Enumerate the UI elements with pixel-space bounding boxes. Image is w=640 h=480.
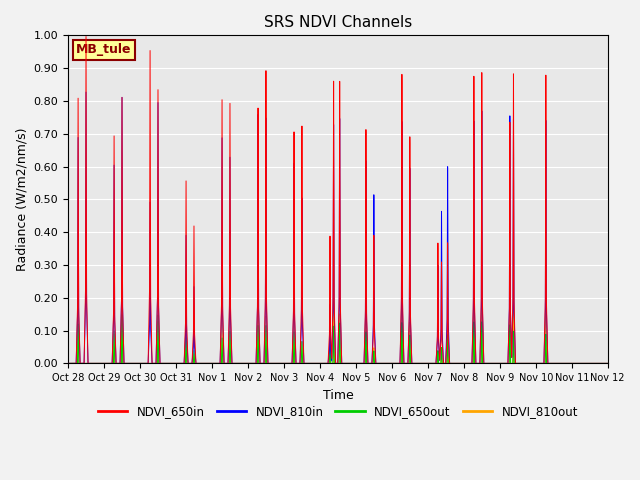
- NDVI_650in: [82, 34, 90, 39]
- Text: MB_tule: MB_tule: [76, 43, 132, 56]
- NDVI_810out: [266, 360, 274, 366]
- NDVI_810in: [82, 89, 90, 95]
- NDVI_810out: [174, 360, 182, 366]
- Line: NDVI_810in: NDVI_810in: [68, 92, 608, 363]
- NDVI_650in: [174, 360, 182, 366]
- NDVI_650out: [64, 360, 72, 366]
- NDVI_810in: [174, 360, 182, 366]
- X-axis label: Time: Time: [323, 389, 353, 402]
- Legend: NDVI_650in, NDVI_810in, NDVI_650out, NDVI_810out: NDVI_650in, NDVI_810in, NDVI_650out, NDV…: [93, 401, 583, 423]
- NDVI_650in: [64, 360, 72, 366]
- NDVI_650out: [180, 360, 188, 366]
- Title: SRS NDVI Channels: SRS NDVI Channels: [264, 15, 412, 30]
- NDVI_810out: [602, 360, 610, 366]
- NDVI_810in: [64, 360, 72, 366]
- NDVI_650out: [412, 360, 420, 366]
- NDVI_650in: [266, 360, 274, 366]
- NDVI_810in: [602, 360, 610, 366]
- NDVI_810in: [266, 360, 274, 366]
- NDVI_650out: [489, 360, 497, 366]
- Y-axis label: Radiance (W/m2/nm/s): Radiance (W/m2/nm/s): [15, 128, 28, 271]
- NDVI_810in: [180, 360, 188, 366]
- NDVI_650out: [602, 360, 610, 366]
- NDVI_810out: [180, 360, 188, 366]
- NDVI_650in: [412, 360, 420, 366]
- NDVI_650in: [489, 360, 497, 366]
- NDVI_810in: [604, 360, 612, 366]
- NDVI_650in: [604, 360, 612, 366]
- NDVI_810in: [489, 360, 497, 366]
- NDVI_810out: [118, 292, 126, 298]
- NDVI_810in: [412, 360, 420, 366]
- Line: NDVI_650in: NDVI_650in: [68, 36, 608, 363]
- Line: NDVI_810out: NDVI_810out: [68, 295, 608, 363]
- NDVI_650in: [180, 360, 188, 366]
- NDVI_650out: [266, 360, 274, 366]
- NDVI_650in: [602, 360, 610, 366]
- Line: NDVI_650out: NDVI_650out: [68, 315, 608, 363]
- NDVI_650out: [604, 360, 612, 366]
- NDVI_810out: [489, 360, 497, 366]
- NDVI_810out: [64, 360, 72, 366]
- NDVI_650out: [118, 312, 126, 318]
- NDVI_810out: [604, 360, 612, 366]
- NDVI_810out: [412, 360, 420, 366]
- NDVI_650out: [174, 360, 182, 366]
